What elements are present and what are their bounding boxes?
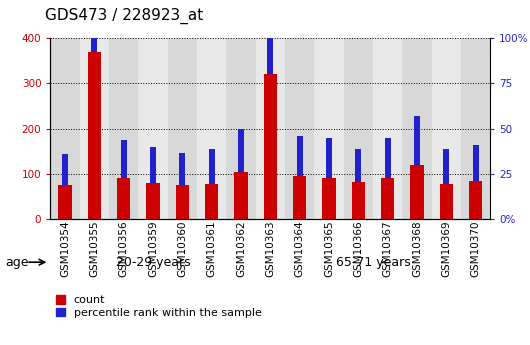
Bar	[121, 140, 127, 178]
Bar	[167, 38, 197, 219]
Bar	[431, 38, 461, 219]
Bar	[179, 152, 186, 185]
Bar	[285, 38, 314, 219]
Bar	[88, 51, 101, 219]
Bar	[238, 129, 244, 172]
Bar	[343, 38, 373, 219]
Bar	[205, 184, 218, 219]
Bar	[473, 145, 479, 181]
Bar	[197, 38, 226, 219]
Bar	[381, 178, 394, 219]
Bar	[385, 138, 391, 178]
Bar	[352, 182, 365, 219]
Text: age: age	[5, 256, 29, 269]
Text: 20-29 years: 20-29 years	[116, 256, 190, 269]
Bar	[109, 38, 138, 219]
Bar	[373, 38, 402, 219]
Bar	[410, 165, 423, 219]
Bar	[402, 38, 431, 219]
Bar	[62, 154, 68, 185]
Bar	[326, 138, 332, 178]
Bar	[314, 38, 343, 219]
Bar	[414, 116, 420, 165]
Text: GDS473 / 228923_at: GDS473 / 228923_at	[45, 8, 204, 24]
Bar	[117, 178, 130, 219]
Bar	[355, 149, 361, 182]
Bar	[322, 178, 335, 219]
Bar	[297, 136, 303, 176]
Bar	[267, 0, 273, 74]
Bar	[209, 149, 215, 184]
Bar	[150, 147, 156, 183]
Text: 65-71 years: 65-71 years	[335, 256, 410, 269]
Bar	[440, 184, 453, 219]
Bar	[176, 185, 189, 219]
Bar	[80, 38, 109, 219]
Bar	[255, 38, 285, 219]
Bar	[50, 38, 80, 219]
Bar	[226, 38, 255, 219]
Bar	[91, 0, 98, 51]
Bar	[469, 181, 482, 219]
Bar	[461, 38, 490, 219]
Bar	[234, 172, 248, 219]
Bar	[443, 149, 449, 184]
Legend: count, percentile rank within the sample: count, percentile rank within the sample	[56, 295, 262, 318]
Bar	[264, 74, 277, 219]
Bar	[293, 176, 306, 219]
Bar	[146, 183, 160, 219]
Bar	[138, 38, 167, 219]
Bar	[58, 185, 72, 219]
